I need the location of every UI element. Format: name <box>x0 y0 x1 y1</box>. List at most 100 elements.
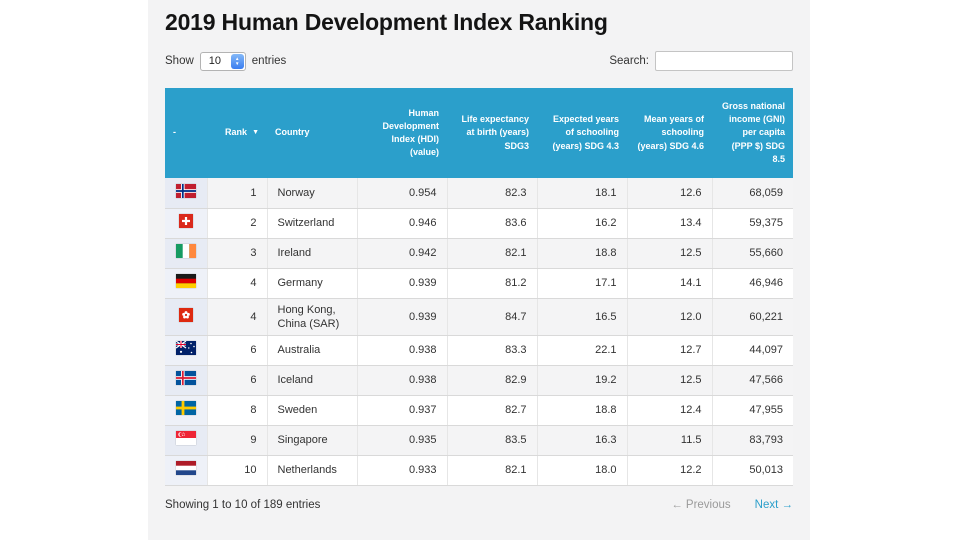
cell-hdi: 0.938 <box>356 335 447 367</box>
cell-eys: 22.1 <box>536 335 627 367</box>
flag-sweden-icon <box>175 401 196 416</box>
cell-mys: 12.2 <box>626 455 712 487</box>
cell-rank: 4 <box>206 298 267 337</box>
cell-country: Switzerland <box>266 208 357 239</box>
cell-gni: 47,955 <box>711 395 793 427</box>
cell-hdi: 0.933 <box>356 455 447 487</box>
cell-flag <box>165 208 207 239</box>
cell-rank: 8 <box>206 395 267 427</box>
cell-rank: 2 <box>206 208 267 239</box>
column-label: Rank <box>225 127 248 138</box>
column-header-gni[interactable]: Gross national income (GNI) per capita (… <box>712 88 793 178</box>
cell-gni: 60,221 <box>711 298 793 337</box>
table-row: 4 Germany 0.939 81.2 17.1 14.1 46,946 <box>165 268 793 299</box>
next-button[interactable]: Next → <box>754 499 793 512</box>
column-header-mean-years[interactable]: Mean years of schooling (years) SDG 4.6 <box>627 88 712 178</box>
entries-suffix-label: entries <box>251 55 287 67</box>
cell-country: Germany <box>266 268 357 299</box>
flag-iceland-icon <box>175 371 196 386</box>
cell-hdi: 0.937 <box>356 395 447 427</box>
cell-rank: 6 <box>206 365 267 397</box>
cell-flag <box>165 455 207 487</box>
cell-eys: 19.2 <box>536 365 627 397</box>
search-input[interactable] <box>655 51 793 71</box>
cell-rank: 3 <box>206 238 267 269</box>
table-info: Showing 1 to 10 of 189 entries <box>165 499 321 512</box>
cell-country: Iceland <box>266 365 357 397</box>
table-row: 10 Netherlands 0.933 82.1 18.0 12.2 50,013 <box>165 455 793 487</box>
cell-country: Hong Kong, China (SAR) <box>266 298 357 337</box>
cell-hdi: 0.946 <box>356 208 447 239</box>
column-label: Country <box>275 127 310 138</box>
cell-eys: 16.5 <box>536 298 627 337</box>
cell-flag <box>165 178 207 209</box>
show-label: Show <box>165 55 194 67</box>
cell-mys: 12.5 <box>626 238 712 269</box>
cell-mys: 13.4 <box>626 208 712 239</box>
cell-country: Netherlands <box>266 455 357 487</box>
column-label: Gross national income (GNI) per capita (… <box>721 101 785 164</box>
stepper-icon: ▲ ▼ <box>230 53 244 69</box>
cell-gni: 44,097 <box>711 335 793 367</box>
column-header-expected-years[interactable]: Expected years of schooling (years) SDG … <box>537 88 627 178</box>
cell-country: Ireland <box>266 238 357 269</box>
cell-hdi: 0.954 <box>356 178 447 209</box>
entries-select-value: 10 <box>208 55 222 67</box>
cell-hdi: 0.939 <box>356 298 447 337</box>
flag-australia-icon <box>175 341 196 356</box>
cell-flag <box>165 395 207 427</box>
cell-life: 83.6 <box>446 208 537 239</box>
cell-gni: 50,013 <box>711 455 793 487</box>
column-header-country[interactable]: Country <box>267 88 357 178</box>
cell-country: Australia <box>266 335 357 367</box>
cell-mys: 11.5 <box>626 425 712 457</box>
flag-norway-icon <box>175 183 196 198</box>
cell-hdi: 0.939 <box>356 268 447 299</box>
cell-eys: 17.1 <box>536 268 627 299</box>
cell-eys: 16.3 <box>536 425 627 457</box>
cell-eys: 18.0 <box>536 455 627 487</box>
cell-hdi: 0.938 <box>356 365 447 397</box>
sort-desc-icon: ▼ <box>252 129 259 137</box>
column-header-life-expectancy[interactable]: Life expectancy at birth (years) SDG3 <box>447 88 537 178</box>
column-header-hdi[interactable]: Human Development Index (HDI) (value) <box>357 88 447 178</box>
table-header: - Rank ▼ Country Human Development Index (HD… <box>165 88 793 178</box>
cell-mys: 12.5 <box>626 365 712 397</box>
flag-netherlands-icon <box>175 461 196 476</box>
column-label: Human Development Index (HDI) (value) <box>382 107 439 158</box>
cell-gni: 59,375 <box>711 208 793 239</box>
flag-singapore-icon <box>175 431 196 446</box>
cell-life: 82.9 <box>446 365 537 397</box>
table-row: 1 Norway 0.954 82.3 18.1 12.6 68,059 <box>165 178 793 209</box>
table-footer: Showing 1 to 10 of 189 entries ← Previou… <box>165 499 793 511</box>
cell-eys: 16.2 <box>536 208 627 239</box>
cell-eys: 18.8 <box>536 238 627 269</box>
cell-flag <box>165 425 207 457</box>
column-label: Life expectancy at birth (years) SDG3 <box>461 114 529 151</box>
cell-gni: 46,946 <box>711 268 793 299</box>
table-row: 8 Sweden 0.937 82.7 18.8 12.4 47,955 <box>165 395 793 427</box>
table-row: 6 Australia 0.938 83.3 22.1 12.7 44,097 <box>165 335 793 367</box>
page-title: 2019 Human Development Index Ranking <box>165 9 608 35</box>
cell-gni: 55,660 <box>711 238 793 269</box>
cell-flag <box>165 335 207 367</box>
cell-gni: 68,059 <box>711 178 793 209</box>
flag-switzerland-icon <box>178 213 193 228</box>
pagination: ← Previous Next → <box>671 499 793 511</box>
cell-life: 81.2 <box>446 268 537 299</box>
entries-select[interactable]: 10 ▲ ▼ <box>199 51 246 71</box>
cell-life: 83.3 <box>446 335 537 367</box>
column-header-select[interactable]: - <box>165 88 207 178</box>
flag-germany-icon <box>175 273 196 288</box>
previous-button[interactable]: ← Previous <box>671 499 731 512</box>
cell-rank: 1 <box>206 178 267 209</box>
cell-flag <box>165 238 207 269</box>
cell-hdi: 0.942 <box>356 238 447 269</box>
cell-life: 84.7 <box>446 298 537 337</box>
cell-country: Sweden <box>266 395 357 427</box>
cell-flag <box>165 365 207 397</box>
cell-hdi: 0.935 <box>356 425 447 457</box>
column-header-rank[interactable]: Rank ▼ <box>207 88 267 178</box>
flag-ireland-icon <box>175 243 196 258</box>
cell-country: Norway <box>266 178 357 209</box>
